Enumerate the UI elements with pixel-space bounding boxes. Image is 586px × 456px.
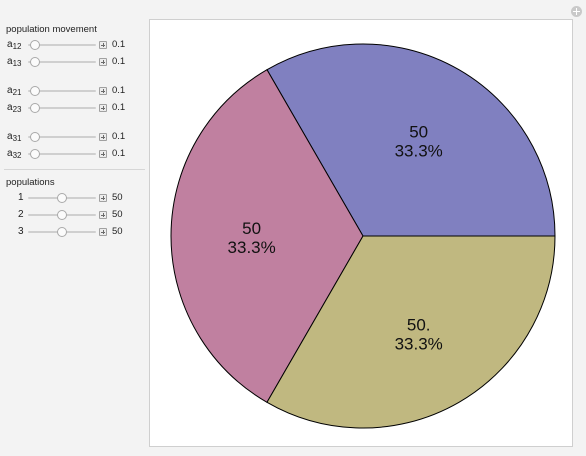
- slider-a23[interactable]: [28, 101, 96, 115]
- slider-thumb[interactable]: [57, 193, 67, 203]
- slider-label-population-1: 1: [18, 192, 24, 203]
- slider-a31[interactable]: [28, 130, 96, 144]
- slice-value-label-2: 50: [242, 219, 261, 238]
- slice-value-label-1: 50: [409, 123, 428, 142]
- slider-thumb[interactable]: [29, 132, 40, 142]
- slider-label-a13: a13: [7, 56, 22, 68]
- plus-icon[interactable]: [571, 6, 582, 17]
- slider-value-a23: 0.1: [112, 102, 126, 113]
- slider-label-a12: a12: [7, 39, 22, 51]
- slider-label-a31: a31: [7, 131, 22, 143]
- expand-button-a21[interactable]: [99, 87, 107, 95]
- slice-percent-label-3: 33.3%: [395, 334, 443, 353]
- slider-value-population-1: 50: [112, 192, 123, 203]
- slider-label-a32: a32: [7, 148, 22, 160]
- expand-button-population-3[interactable]: [99, 228, 107, 236]
- slice-value-label-3: 50.: [407, 315, 431, 334]
- slider-value-population-3: 50: [112, 226, 123, 237]
- slider-label-population-3: 3: [18, 226, 24, 237]
- slider-label-a21: a21: [7, 85, 22, 97]
- slider-row-a13: a13 0.1: [0, 55, 148, 69]
- slider-row-a23: a23 0.1: [0, 101, 148, 115]
- slider-value-a21: 0.1: [112, 85, 126, 96]
- slider-thumb[interactable]: [29, 57, 40, 67]
- slider-value-a12: 0.1: [112, 39, 126, 50]
- slider-label-population-2: 2: [18, 209, 24, 220]
- slider-a13[interactable]: [28, 55, 96, 69]
- slider-thumb[interactable]: [29, 149, 40, 159]
- expand-button-population-1[interactable]: [99, 194, 107, 202]
- pie-chart-panel: 50 33.3% 50 33.3% 50. 33.3%: [149, 19, 573, 447]
- slider-row-a12: a12 0.1: [0, 38, 148, 52]
- slider-row-a32: a32 0.1: [0, 147, 148, 161]
- pie-slice-2: [170, 69, 364, 403]
- slider-thumb[interactable]: [57, 210, 67, 220]
- expand-button-population-2[interactable]: [99, 211, 107, 219]
- slider-population-3[interactable]: [28, 225, 96, 239]
- slider-row-population-3: 3 50: [0, 225, 148, 239]
- slider-row-a31: a31 0.1: [0, 130, 148, 144]
- slider-thumb[interactable]: [57, 227, 67, 237]
- slider-population-2[interactable]: [28, 208, 96, 222]
- slider-thumb[interactable]: [29, 103, 40, 113]
- slider-value-a32: 0.1: [112, 148, 126, 159]
- slider-a12[interactable]: [28, 38, 96, 52]
- expand-button-a23[interactable]: [99, 104, 107, 112]
- slider-a32[interactable]: [28, 147, 96, 161]
- slider-value-population-2: 50: [112, 209, 123, 220]
- slider-row-population-2: 2 50: [0, 208, 148, 222]
- slider-row-a21: a21 0.1: [0, 84, 148, 98]
- section-divider: [4, 169, 145, 170]
- slider-value-a13: 0.1: [112, 56, 126, 67]
- expand-button-a32[interactable]: [99, 150, 107, 158]
- control-panel: population movement a12 0.1 a13 0.1 a21 …: [0, 0, 148, 456]
- slider-thumb[interactable]: [29, 86, 40, 96]
- slider-population-1[interactable]: [28, 191, 96, 205]
- pie-slice-1: [266, 43, 556, 237]
- populations-section-title: populations: [6, 177, 55, 188]
- expand-button-a12[interactable]: [99, 41, 107, 49]
- movement-section-title: population movement: [6, 24, 97, 35]
- expand-button-a31[interactable]: [99, 133, 107, 141]
- slice-percent-label-2: 33.3%: [228, 238, 276, 257]
- slider-a21[interactable]: [28, 84, 96, 98]
- slider-thumb[interactable]: [29, 40, 40, 50]
- slider-row-population-1: 1 50: [0, 191, 148, 205]
- slice-percent-label-1: 33.3%: [395, 142, 443, 161]
- expand-button-a13[interactable]: [99, 58, 107, 66]
- slider-label-a23: a23: [7, 102, 22, 114]
- slider-value-a31: 0.1: [112, 131, 126, 142]
- pie-slice-3: [266, 235, 556, 429]
